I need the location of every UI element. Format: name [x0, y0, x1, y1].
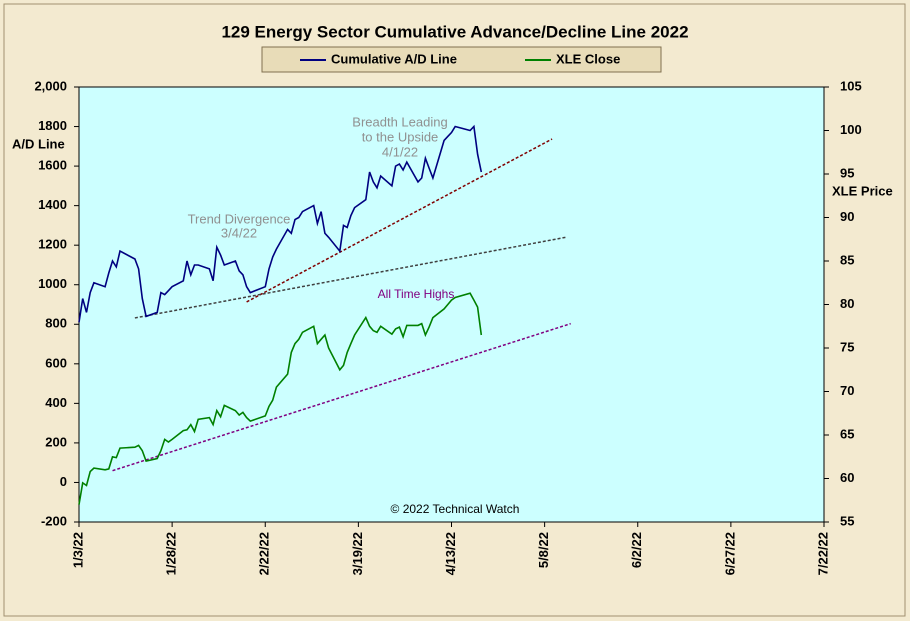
y2-tick-label: 65 — [840, 426, 854, 441]
y2-tick-label: 85 — [840, 252, 854, 267]
y2-tick-label: 60 — [840, 470, 854, 485]
x-tick-label: 1/3/22 — [70, 532, 85, 568]
series-line — [78, 292, 483, 505]
series-line — [78, 124, 483, 323]
y2-tick-label: 75 — [840, 339, 854, 354]
y-tick-label: 2,000 — [34, 78, 67, 93]
annotation: to the Upside — [362, 129, 439, 144]
y-tick-label: -200 — [41, 513, 67, 528]
chart-title: 129 Energy Sector Cumulative Advance/Dec… — [221, 22, 688, 41]
y2-tick-label: 55 — [840, 513, 854, 528]
y2-tick-label: 105 — [840, 78, 862, 93]
x-tick-label: 7/22/22 — [815, 532, 830, 575]
y-axis-label: A/D Line — [12, 136, 65, 151]
x-tick-label: 6/2/22 — [629, 532, 644, 568]
x-tick-label: 2/22/22 — [257, 532, 272, 575]
y-tick-label: 1400 — [38, 197, 67, 212]
y2-tick-label: 90 — [840, 209, 854, 224]
y2-tick-label: 70 — [840, 383, 854, 398]
y-tick-label: 1000 — [38, 276, 67, 291]
y-tick-label: 600 — [45, 355, 67, 370]
y-tick-label: 1200 — [38, 237, 67, 252]
y-tick-label: 800 — [45, 316, 67, 331]
y-tick-label: 1800 — [38, 118, 67, 133]
y2-tick-label: 100 — [840, 122, 862, 137]
y-tick-label: 200 — [45, 434, 67, 449]
y2-tick-label: 80 — [840, 296, 854, 311]
plot-area — [78, 86, 825, 523]
x-tick-label: 5/8/22 — [536, 532, 551, 568]
annotation: All Time Highs — [378, 287, 455, 301]
x-tick-label: 3/19/22 — [350, 532, 365, 575]
x-tick-label: 4/13/22 — [443, 532, 458, 575]
x-tick-label: 1/28/22 — [164, 532, 179, 575]
trend-line — [246, 138, 553, 303]
annotation: Breadth Leading — [352, 114, 447, 129]
y-tick-label: 0 — [60, 474, 67, 489]
x-tick-label: 6/27/22 — [722, 532, 737, 575]
y-tick-label: 1600 — [38, 158, 67, 173]
y2-axis-label: XLE Price — [832, 183, 893, 198]
annotation: © 2022 Technical Watch — [391, 502, 520, 516]
legend — [261, 46, 662, 73]
legend-label: Cumulative A/D Line — [331, 51, 457, 66]
annotation: 3/4/22 — [221, 225, 257, 240]
trend-line — [112, 322, 571, 472]
annotation: 4/1/22 — [382, 144, 418, 159]
annotation: Trend Divergence — [188, 211, 291, 226]
y-tick-label: 400 — [45, 395, 67, 410]
y2-tick-label: 95 — [840, 165, 854, 180]
trend-line — [134, 236, 568, 319]
legend-label: XLE Close — [556, 51, 620, 66]
